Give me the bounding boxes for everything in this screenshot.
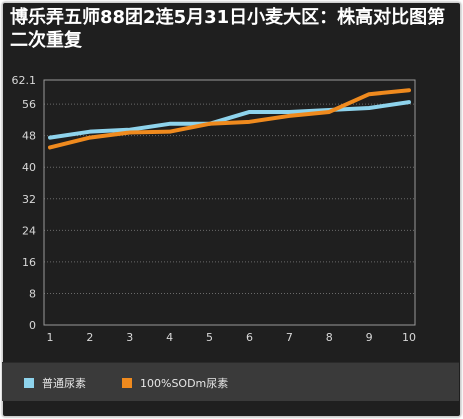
y-tick-label: 32 (22, 193, 36, 206)
series-1-point (48, 136, 52, 140)
legend-label-series-1: 普通尿素 (42, 377, 86, 390)
y-tick-label: 24 (22, 224, 36, 237)
series-line-2 (48, 88, 411, 150)
series-2-point (128, 130, 132, 134)
series-2-point (48, 145, 52, 149)
y-tick-label: 56 (22, 98, 36, 111)
series-1-point (168, 122, 172, 126)
x-tick-label: 10 (402, 331, 416, 344)
x-tick-label: 2 (86, 331, 93, 344)
grid-layer (44, 79, 415, 294)
series-1-point (367, 106, 371, 110)
series-2-point (367, 92, 371, 96)
y-tick-label: 0 (29, 319, 36, 332)
x-tick-label: 5 (206, 331, 213, 344)
series-2-point (287, 114, 291, 118)
series-2-point (88, 136, 92, 140)
x-tick-label: 3 (126, 331, 133, 344)
series-line-1 (48, 100, 411, 140)
legend-swatch-series-1 (24, 378, 34, 388)
series-2-point (327, 110, 331, 114)
x-tick-label: 6 (246, 331, 253, 344)
legend-label-series-2: 100%SODm尿素 (140, 377, 229, 390)
legend-swatch-series-2 (122, 378, 132, 388)
series-2-point (247, 120, 251, 124)
y-tick-label: 16 (22, 256, 36, 269)
series-2-point (208, 122, 212, 126)
series-2-point (407, 88, 411, 92)
y-tick-label: 48 (22, 130, 36, 143)
y-tick-label: 40 (22, 161, 36, 174)
series-2-point (168, 130, 172, 134)
x-tick-label: 1 (47, 331, 54, 344)
x-tick-label: 7 (286, 331, 293, 344)
x-tick-label: 9 (366, 331, 373, 344)
series-1-point (407, 100, 411, 104)
y-tick-label: 62.1 (12, 74, 37, 87)
y-tick-label: 8 (29, 287, 36, 300)
x-tick-label: 4 (166, 331, 173, 344)
chart-title: 博乐弄五师88团2连5月31日小麦大区：株高对比图第二次重复 (10, 7, 446, 51)
x-tick-label: 8 (326, 331, 333, 344)
series-layer (48, 88, 411, 150)
series-1-point (287, 110, 291, 114)
series-1-point (88, 130, 92, 134)
legend: 普通尿素 100%SODm尿素 (2, 362, 459, 401)
plot-border (43, 79, 416, 326)
legend-item-series-2[interactable]: 100%SODm尿素 (122, 376, 228, 390)
series-1-point (247, 110, 251, 114)
legend-item-series-1[interactable]: 普通尿素 (24, 376, 86, 390)
